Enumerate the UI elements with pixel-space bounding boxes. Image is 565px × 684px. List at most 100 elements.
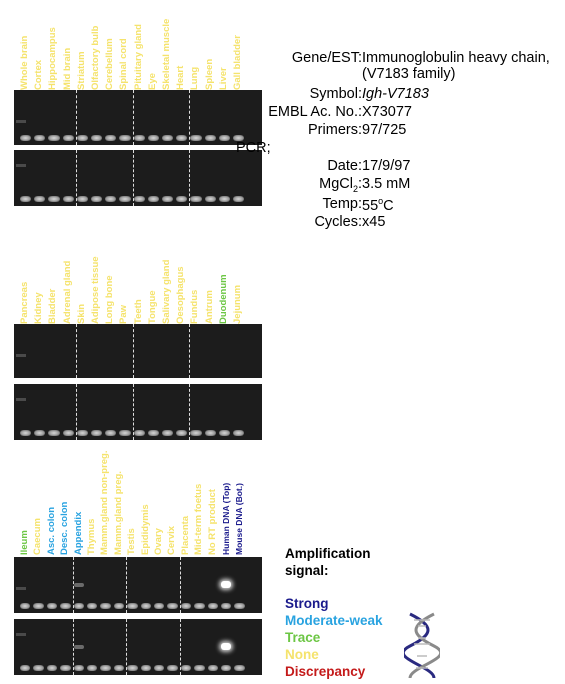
primer-band [48, 430, 60, 436]
lane-label: Jejunum [232, 284, 243, 324]
primer-band [176, 196, 188, 202]
gel-panel-3: Ileum Caecum Asc. colon Desc. colon Appendix… [0, 451, 262, 675]
lane-label: Mid brain [61, 47, 73, 90]
ladder-marker [16, 354, 26, 357]
primer-band [140, 665, 151, 671]
primer-band [113, 665, 125, 671]
gel-image-panel-3-top [14, 557, 262, 613]
primers-label: Primers: [308, 122, 362, 138]
embl-value: X73077 [362, 104, 412, 120]
primer-band [46, 665, 58, 671]
date-label: Date: [327, 158, 362, 174]
primer-band [190, 196, 202, 202]
ladder-marker [16, 633, 26, 636]
gel-image-panel-2-bottom [14, 384, 262, 440]
gel-image-panel-1-bottom [14, 150, 262, 206]
primer-band [221, 603, 232, 609]
primer-band [73, 603, 84, 609]
primer-band [76, 196, 88, 202]
lane-label: Eye [146, 73, 158, 90]
gel-lane-divider [72, 557, 74, 613]
primer-band [20, 135, 32, 141]
primer-band [48, 196, 60, 202]
primer-band [194, 665, 205, 671]
lane-label: Paw [118, 304, 130, 324]
lane-label: Teeth [132, 299, 144, 324]
lane-label: Kidney [33, 292, 45, 324]
primer-band [127, 665, 138, 671]
lane-label: No RT product [206, 489, 218, 555]
lane-label: Adrenal gland [61, 260, 73, 324]
primer-band [218, 430, 230, 436]
lane-labels-panel-1: Whole brain Cortex Hippocampus Mid brain Str… [18, 0, 258, 90]
lane-label: Antrum [203, 290, 215, 324]
primer-band [180, 665, 192, 671]
legend-moderate-weak: Moderate-weak [285, 613, 383, 628]
lane-label: Epididymis [139, 504, 151, 555]
gel-lane-divider [132, 324, 134, 378]
lane-label: Placenta [179, 515, 191, 555]
gel-lane-divider [132, 384, 134, 440]
primer-band [176, 135, 188, 141]
ladder-marker [16, 587, 26, 590]
primer-band [147, 196, 159, 202]
ladder-marker [16, 398, 26, 401]
legend-title: Amplification signal: [285, 545, 383, 579]
primer-band [167, 665, 178, 671]
gel-image-panel-1-top [14, 90, 262, 145]
mgcl2-label-main: MgCl [319, 176, 353, 192]
lane-label: Skin [75, 303, 87, 324]
primer-band [180, 603, 192, 609]
lane-label: Striatum [75, 51, 87, 90]
cycles-value: x45 [362, 214, 386, 230]
lane-label: Gall bladder [232, 35, 243, 90]
primer-band [233, 196, 245, 202]
ladder-marker [16, 120, 26, 123]
gel-lane-divider [189, 150, 191, 206]
primer-band [133, 430, 145, 436]
lane-label: Adipose tissue [90, 256, 101, 324]
primer-band [20, 196, 32, 202]
pcr-label: PCR; [236, 140, 271, 156]
lane-label: Tongue [146, 290, 158, 324]
lane-label: Skeletal muscle [161, 18, 172, 90]
lane-label: Mamm.gland non-preg. [99, 450, 111, 556]
lane-label: Oesophagus [175, 266, 187, 324]
primer-band [162, 430, 174, 436]
primer-band [127, 603, 138, 609]
primer-band [100, 603, 111, 609]
lane-label: Desc. colon [59, 501, 71, 555]
lane-label: Ovary [153, 528, 164, 555]
gel-panel-2: Pancreas Kidney Bladder Adrenal gland Skin Ad… [0, 240, 262, 440]
primer-band [221, 665, 232, 671]
gene-est-value: Immunoglobulin heavy chain, (V7183 famil… [362, 50, 550, 82]
gel-lane-divider [75, 90, 77, 145]
primer-band [20, 665, 31, 671]
gel-lane-divider [179, 557, 181, 613]
primer-band [162, 196, 174, 202]
primer-band [105, 196, 117, 202]
primer-band [119, 196, 131, 202]
legend-discrepancy: Discrepancy [285, 664, 366, 679]
mgcl2-label: MgCl2: [319, 176, 362, 194]
lane-label: Hippocampus [47, 27, 59, 90]
primer-band [34, 430, 46, 436]
gel-lane-divider [132, 150, 134, 206]
primer-band [204, 196, 216, 202]
temp-value-sup: o [378, 196, 384, 206]
primer-band [20, 430, 32, 436]
primer-band [207, 665, 218, 671]
primer-band [154, 603, 165, 609]
gel-lane-divider [75, 150, 77, 206]
lane-labels-panel-3: Ileum Caecum Asc. colon Desc. colon Appendix… [18, 451, 258, 556]
lane-label: Olfactory bulb [90, 25, 101, 90]
primer-band [207, 603, 218, 609]
lane-label: Cerebellum [104, 38, 116, 90]
gene-est-label: Gene/EST: [291, 50, 362, 66]
primer-band [176, 430, 188, 436]
gel-lane-divider [189, 384, 191, 440]
legend-trace: Trace [285, 630, 321, 645]
lane-label: Testis [126, 528, 138, 555]
cycles-label: Cycles: [314, 214, 362, 230]
gel-lane-divider [189, 324, 191, 378]
